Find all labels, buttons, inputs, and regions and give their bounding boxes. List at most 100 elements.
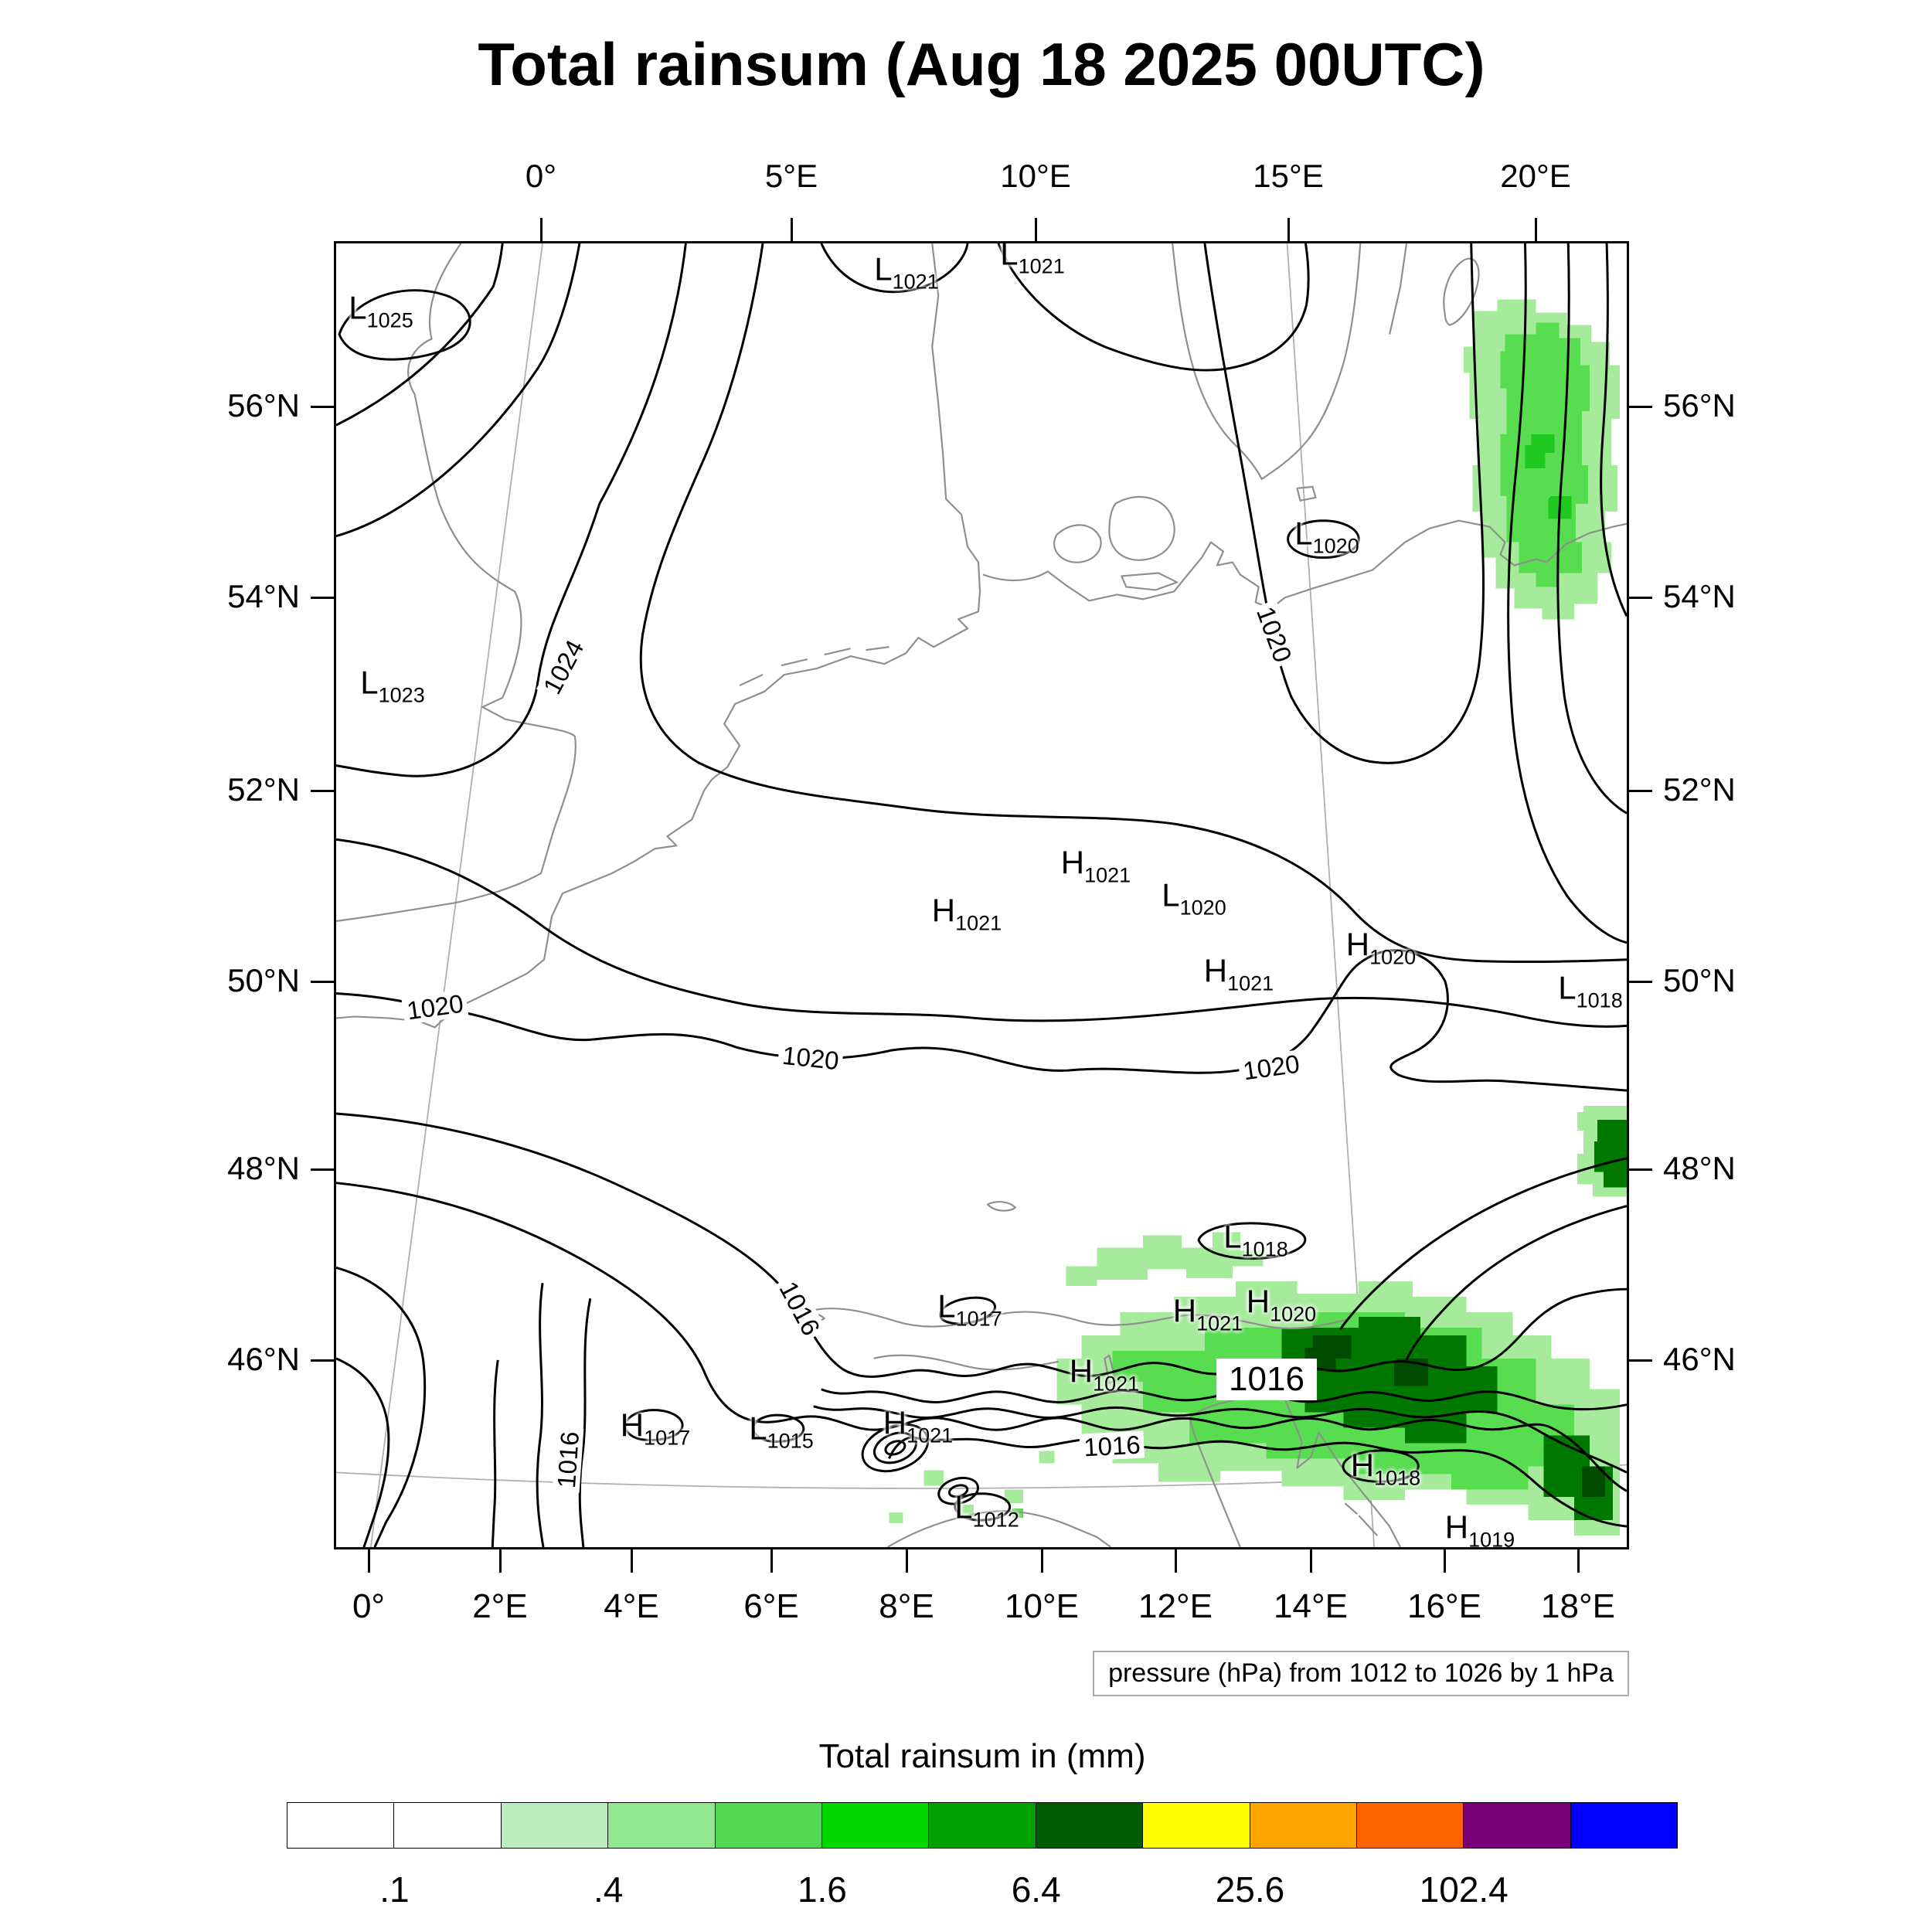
bottom-axis-label: 0° [352,1587,386,1625]
left-axis-label: 46°N [227,1341,300,1377]
bottom-axis-tick [499,1549,502,1573]
rain-area [1543,1435,1614,1521]
contour-loop [752,1413,805,1443]
bottom-axis-label: 4°E [604,1587,659,1625]
contour-loop [624,1409,684,1441]
colorbar-cell [500,1802,609,1849]
top-axis-tick [1287,218,1290,241]
contour-path [1556,243,1627,815]
contour-loop [861,1423,930,1473]
colorbar-cell [393,1802,502,1849]
right-axis-tick [1629,1359,1652,1362]
contour-loop [1342,1449,1420,1483]
top-axis-tick [540,218,543,241]
contour-path [336,838,1627,1028]
rain-area [1012,1509,1023,1519]
bottom-axis-label: 12°E [1138,1587,1213,1625]
terrain-line [873,1354,1059,1371]
right-axis-tick [1629,406,1652,408]
contour-loop [937,1476,979,1505]
colorbar-cell [1355,1802,1464,1849]
rain-shading [889,299,1627,1536]
coastline-path [1443,257,1480,326]
bottom-axis-tick [368,1549,370,1573]
coastline-path [1189,1391,1402,1547]
colorbar-tick-label: 25.6 [1215,1869,1285,1910]
contour-path [820,243,969,294]
coastline-path [336,243,577,922]
top-axis-label: 5°E [764,158,818,194]
coastline-path [336,243,981,1029]
bottom-axis-label: 2°E [472,1587,528,1625]
chart-title: Total rainsum (Aug 18 2025 00UTC) [478,30,1485,98]
bottom-axis-tick [1444,1549,1446,1573]
contour-path [1405,1205,1627,1361]
contour-loop [954,1492,1012,1522]
contour-path [1339,1157,1627,1330]
bottom-axis-tick [1175,1549,1177,1573]
contour-path [336,243,504,427]
colorbar-cell [1035,1802,1144,1849]
contour-path [1507,243,1627,944]
coastline-path [1389,243,1408,335]
contour-path [1600,243,1627,617]
rain-area [1066,1232,1264,1287]
right-axis-tick [1629,597,1652,599]
left-axis-tick [311,981,334,983]
contour-loop [1287,519,1360,560]
terrain-line [804,1308,1352,1330]
meridian-0 [369,243,543,1547]
top-axis-label: 10°E [1000,158,1071,194]
contour-loop [872,1431,917,1464]
left-axis-label: 56°N [227,387,300,423]
contour-path [336,243,687,777]
left-axis-tick [311,406,334,408]
top-axis-tick [1535,218,1537,241]
coastline-path [982,519,1627,610]
top-axis-tick [791,218,793,241]
contour-loop [947,1484,969,1498]
bottom-axis-tick [1310,1549,1312,1573]
colorbar-tick-label: 6.4 [1011,1869,1061,1910]
colorbar-tick-label: .1 [379,1869,410,1910]
contour-path [888,1436,1627,1528]
contour-path [813,1405,1627,1474]
coastline-path [886,1510,1112,1547]
colorbar-tick-label: .4 [593,1869,624,1910]
map-area: L1025 L1021 L1021 L1023 L1020 H1021 H1021 L1020… [334,241,1629,1549]
contour-loop [939,1296,996,1325]
contour-path [491,1359,499,1547]
contour-path [536,1283,545,1547]
contour-path [336,243,581,538]
rain-area [1304,1335,1606,1498]
contour-path [1203,243,1485,764]
left-axis-tick [311,790,334,792]
contour-path [997,243,1310,372]
colorbar-cell [821,1802,930,1849]
right-axis-label: 54°N [1663,578,1736,614]
contour-path [336,1182,1627,1492]
contour-path [639,243,1627,964]
colorbar-tick-label: 1.6 [797,1869,847,1910]
top-axis-label: 0° [525,158,557,194]
rain-area [889,1451,1055,1524]
bottom-axis-tick [1577,1549,1580,1573]
bottom-axis-label: 16°E [1407,1587,1481,1625]
left-axis-label: 54°N [227,578,300,614]
colorbar-cell [287,1802,395,1849]
coastline-path [739,646,889,686]
colorbar-cell [1463,1802,1571,1849]
colorbar [287,1802,1679,1849]
right-axis-label: 52°N [1663,771,1736,808]
left-axis-label: 52°N [227,771,300,808]
left-axis-label: 50°N [227,962,300,998]
right-axis-tick [1629,1168,1652,1171]
top-axis-tick [1035,218,1037,241]
right-axis-label: 46°N [1663,1341,1736,1377]
coastline-path [1172,243,1362,481]
top-axis-label: 20°E [1500,158,1571,194]
lake-outline [792,1201,1117,1384]
bottom-axis-label: 6°E [743,1587,799,1625]
colorbar-cell [607,1802,716,1849]
contour-path [336,949,1627,1092]
